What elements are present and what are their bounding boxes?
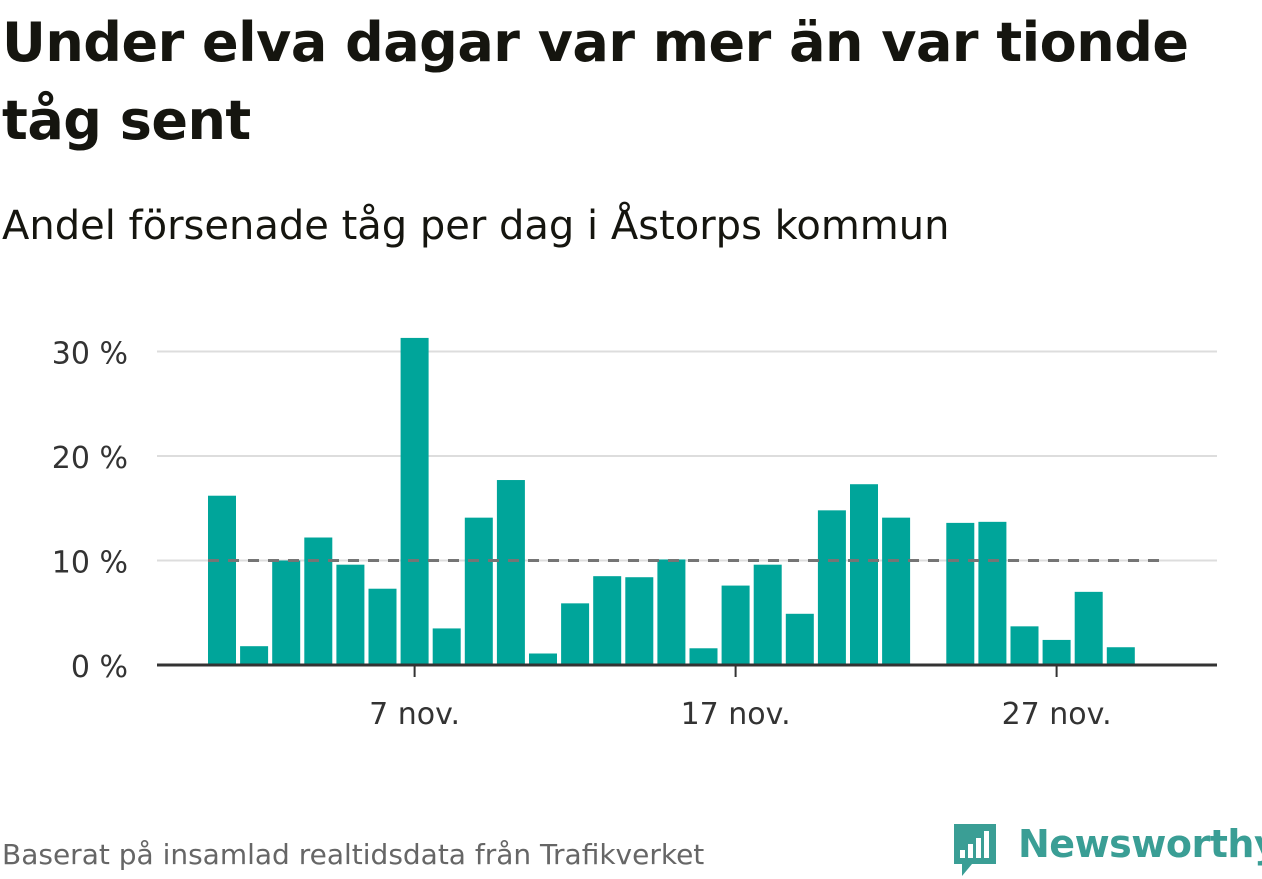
bar: [657, 559, 686, 665]
bar: [1106, 647, 1135, 665]
source-note: Baserat på insamlad realtidsdata från Tr…: [2, 838, 705, 871]
bar: [785, 613, 814, 665]
bar: [625, 577, 654, 665]
y-tick-label: 20 %: [52, 441, 128, 476]
brand-logo[interactable]: Newsworthy: [950, 818, 1262, 878]
bar: [689, 648, 718, 665]
x-tick-label: 17 nov.: [681, 697, 791, 732]
bar: [978, 521, 1007, 665]
bar: [400, 337, 429, 665]
bar: [464, 517, 493, 665]
bar: [721, 585, 750, 665]
bar: [593, 576, 622, 665]
bar: [304, 537, 333, 665]
bars: [208, 337, 1135, 665]
chart-subtitle: Andel försenade tåg per dag i Åstorps ko…: [2, 203, 950, 249]
bar: [882, 517, 911, 665]
bar: [240, 646, 269, 665]
brand-name: Newsworthy: [1018, 822, 1262, 866]
y-tick-label: 30 %: [52, 337, 128, 372]
y-tick-label: 0 %: [71, 650, 128, 685]
bar: [496, 480, 525, 665]
bar: [432, 628, 461, 665]
x-tick-label: 27 nov.: [1002, 697, 1112, 732]
axes: 0 % 10 % 20 % 30 % 7 nov. 17 nov. 27 nov.: [52, 337, 1217, 732]
bar: [336, 564, 365, 665]
bar: [368, 588, 397, 665]
bar: [753, 564, 782, 665]
bar: [1010, 626, 1039, 665]
bar: [1074, 591, 1103, 665]
bar: [817, 510, 846, 665]
bar: [1042, 639, 1071, 665]
bar: [529, 653, 557, 665]
bar: [561, 603, 590, 665]
chart-title: Under elva dagar var mer än var tionde t…: [2, 11, 1189, 152]
bar: [272, 560, 301, 665]
y-tick-label: 10 %: [52, 546, 128, 581]
bar: [850, 484, 878, 665]
x-tick-label: 7 nov.: [369, 697, 460, 732]
newsworthy-logo-icon: [954, 824, 996, 876]
grid-lines: [157, 350, 1217, 562]
bar: [208, 495, 236, 665]
bar: [946, 522, 975, 665]
